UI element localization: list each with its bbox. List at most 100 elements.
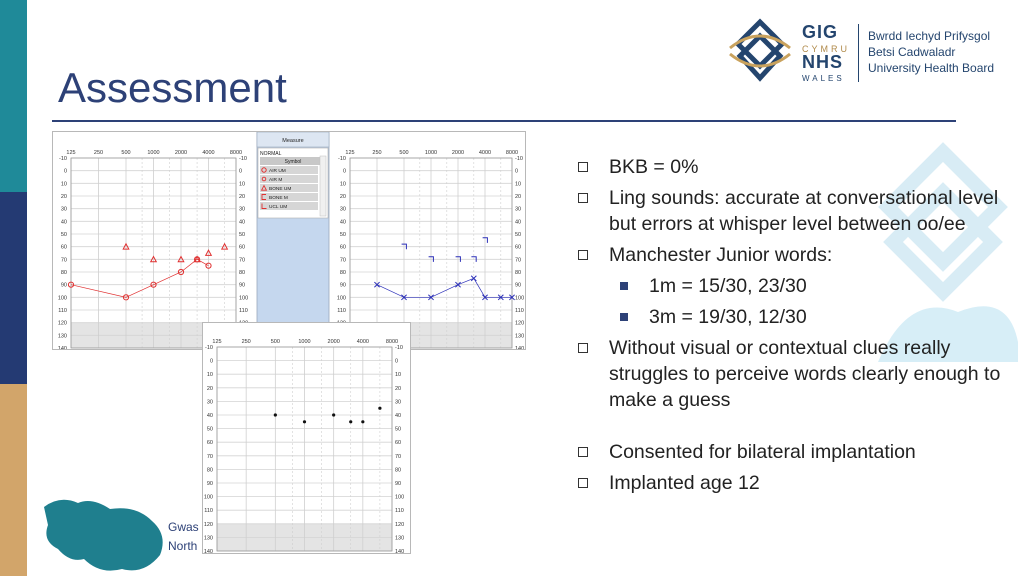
db-tick-label: 10: [61, 181, 67, 187]
celtic-knot-icon: [729, 18, 791, 82]
db-tick-label: 100: [395, 495, 404, 501]
symbol-row: [260, 193, 318, 201]
bullet-text: Implanted age 12: [609, 472, 760, 494]
freq-tick-label: 125: [345, 150, 354, 156]
db-tick-label: 30: [340, 207, 346, 213]
assessment-bullet-list: BKB = 0% Ling sounds: accurate at convers…: [572, 154, 1012, 501]
footer-line: North: [168, 539, 198, 553]
db-tick-label: 30: [207, 399, 213, 405]
db-tick-label: 0: [210, 359, 213, 365]
symbol-row: [260, 175, 318, 183]
bullet-text: 3m = 19/30, 12/30: [649, 306, 807, 328]
filled-square-bullet-icon: [620, 282, 628, 290]
air-left-marker: [482, 294, 488, 301]
db-tick-label: 30: [239, 207, 245, 213]
bone-right-marker: [149, 255, 158, 263]
symbol-header-bar: [260, 157, 326, 165]
air-left-marker: [470, 275, 477, 282]
bone-left-marker: [482, 237, 488, 243]
circle-symbol-icon: [261, 167, 267, 173]
bullet-text: 1m = 15/30, 23/30: [649, 275, 807, 297]
db-tick-label: 60: [207, 440, 213, 446]
bullet-text: Without visual or contextual clues reall…: [609, 337, 1001, 411]
bone-right-marker: [204, 249, 213, 256]
sub-bullet-item: 1m = 15/30, 23/30: [572, 273, 1012, 299]
hollow-square-bullet-icon: [578, 250, 588, 260]
bone-left-marker: [401, 243, 407, 250]
sound-field-marker: [361, 420, 365, 424]
db-tick-label: 40: [207, 413, 213, 419]
logo-org-line: Bwrdd Iechyd Prifysgol: [868, 29, 991, 43]
air-right-marker: [177, 268, 185, 276]
logo-org-line: Betsi Cadwaladr: [868, 45, 956, 59]
bone-right-marker: [122, 242, 130, 250]
freq-tick-label: 1000: [147, 150, 159, 156]
db-tick-label: -10: [205, 345, 213, 351]
symbol-list-scrollbar[interactable]: [319, 155, 327, 217]
bullet-text: BKB = 0%: [609, 156, 699, 178]
sub-bullet-item: 3m = 19/30, 12/30: [572, 304, 1012, 330]
freq-tick-label: 8000: [386, 339, 398, 345]
bone-left-marker: [455, 256, 461, 262]
plot-frame: [70, 157, 237, 349]
db-tick-label: 80: [515, 270, 521, 276]
db-tick-label: 0: [515, 169, 518, 175]
bullet-item: Without visual or contextual clues reall…: [572, 335, 1012, 413]
db-tick-label: 80: [340, 270, 346, 276]
freq-tick-label: 125: [66, 150, 75, 156]
bullet-item: BKB = 0%: [572, 154, 1012, 180]
logo-org-name: Bwrdd Iechyd Prifysgol Betsi Cadwaladr U…: [868, 28, 994, 76]
db-tick-label: 20: [61, 194, 67, 200]
logo-nhs: NHS: [802, 52, 844, 72]
db-tick-label: -10: [338, 156, 346, 162]
air-left-marker: [497, 294, 504, 301]
freq-tick-label: 2000: [175, 150, 187, 156]
air-left-marker: [401, 294, 407, 301]
bracket-symbol-icon: [261, 194, 266, 200]
db-tick-label: 80: [239, 270, 245, 276]
title-divider: [52, 120, 956, 122]
sound-field-marker: [349, 420, 353, 424]
db-tick-label: 20: [515, 194, 521, 200]
db-tick-label: 20: [207, 386, 213, 392]
symbol-row-label: BONE UM: [269, 186, 291, 192]
db-tick-label: 100: [58, 295, 67, 301]
air-right-marker: [205, 262, 212, 269]
air-right-marker: [150, 281, 157, 288]
db-tick-label: 100: [239, 295, 248, 301]
db-tick-label: 140: [204, 549, 213, 553]
db-tick-label: -10: [239, 156, 247, 162]
hollow-square-bullet-icon: [578, 478, 588, 488]
symbol-row-label: AIR M: [269, 177, 282, 183]
db-tick-label: 130: [395, 535, 404, 541]
db-tick-label: 80: [395, 467, 401, 473]
db-tick-label: 120: [204, 522, 213, 528]
freq-tick-label: 250: [372, 150, 381, 156]
db-tick-label: 100: [204, 495, 213, 501]
bullet-item: Consented for bilateral implantation: [572, 439, 1012, 465]
side-band-teal: [0, 0, 27, 192]
symbol-row-label: UCL UM: [269, 204, 287, 210]
db-tick-label: 110: [395, 508, 404, 514]
freq-tick-label: 500: [399, 150, 408, 156]
db-tick-label: 30: [61, 207, 67, 213]
sound-field-canvas: -10 -10 0 0 10 10 20 20 30 30 40 40 50 50 60 60 70 70 80 80…: [204, 339, 404, 553]
wales-map-icon: [44, 499, 163, 571]
db-tick-label: 120: [515, 321, 524, 327]
air-left-marker: [428, 294, 434, 301]
db-tick-label: 70: [207, 454, 213, 460]
db-tick-label: 0: [239, 169, 242, 175]
nhs-logo: GIG CYMRU NHS WALES Bwrdd Iechyd Prifysg…: [722, 16, 1012, 86]
db-tick-label: -10: [59, 156, 67, 162]
sound-field-marker: [378, 406, 382, 410]
freq-tick-label: 8000: [230, 150, 242, 156]
sound-field-marker: [302, 420, 307, 424]
hollow-square-bullet-icon: [578, 447, 588, 457]
db-tick-label: 90: [515, 283, 521, 289]
db-tick-label: 80: [61, 270, 67, 276]
filled-square-bullet-icon: [620, 313, 628, 321]
bullet-text: Consented for bilateral implantation: [609, 441, 916, 463]
side-band-sand: [0, 384, 27, 576]
db-tick-label: 60: [61, 245, 67, 251]
freq-tick-label: 2000: [328, 339, 340, 345]
